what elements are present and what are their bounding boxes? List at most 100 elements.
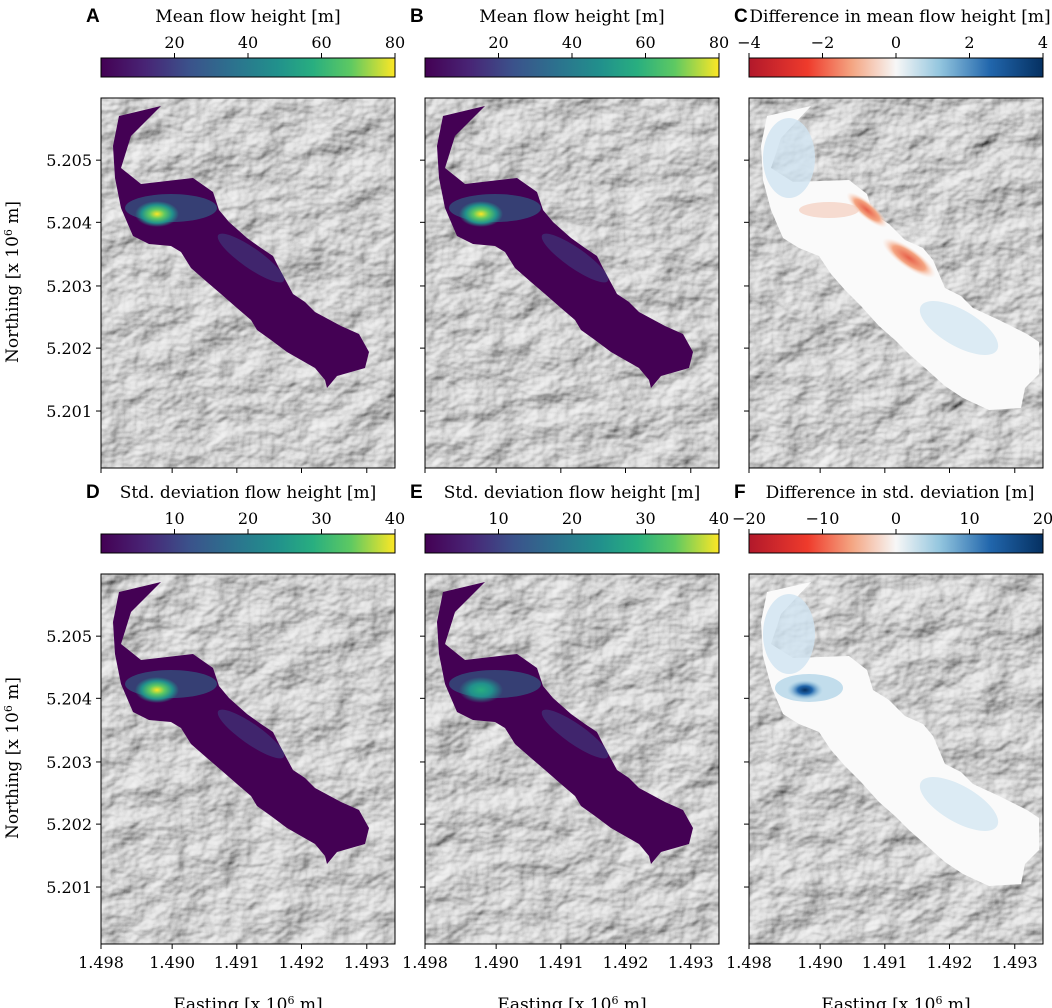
x-tick-label: 1.498 [726,953,772,972]
colorbar-tick-label: −4 [737,33,761,52]
colorbar-tick-label: −2 [811,33,835,52]
diff-area-positive [919,301,999,355]
colorbar-title: Std. deviation flow height [m] [120,483,377,503]
colorbar-tick-label: 30 [635,509,655,528]
flow-band [541,233,609,283]
flow-band [217,709,285,759]
panel-letter: B [410,6,424,27]
flow-hotspot [135,677,179,703]
x-tick-label: 1.491 [214,953,260,972]
colorbar [748,533,1044,554]
plot-area [749,574,1043,944]
colorbar-tick-label: 10 [164,509,184,528]
x-tick-label: 1.490 [149,953,195,972]
y-tick-label: 5.205 [46,151,92,170]
x-tick-label: 1.491 [538,953,584,972]
x-axis-label: Easting [x 106 m] [173,994,322,1008]
colorbar-tick-label: 80 [709,33,729,52]
x-tick-label: 1.498 [78,953,124,972]
colorbar-tick-label: −10 [806,509,840,528]
y-tick-label: 5.202 [46,339,92,358]
colorbar [748,57,1044,78]
y-tick-label: 5.202 [46,815,92,834]
diff-area-negative [882,237,936,279]
flow-band [541,709,609,759]
panel-letter: D [86,482,100,503]
colorbar-tick-label: 0 [891,33,901,52]
colorbar-tick-label: 20 [562,509,582,528]
flow-hotspot [459,677,503,703]
x-tick-label: 1.492 [279,953,325,972]
x-tick-label: 1.491 [862,953,908,972]
x-tick-label: 1.498 [402,953,448,972]
panel-b: B Mean flow height [m] 20 40 60 80 [410,6,729,473]
y-tick-label: 5.203 [46,277,92,296]
x-tick-label: 1.490 [473,953,519,972]
flow-overlay [437,106,693,388]
flow-overlay [761,106,1039,410]
colorbar [424,533,720,554]
diff-area-negative [846,192,888,228]
plot-area [425,98,719,468]
x-tick-label: 1.492 [927,953,973,972]
colorbar-tick-label: 80 [385,33,405,52]
diff-area-positive [763,594,815,674]
flow-band [217,233,285,283]
colorbar-tick-label: 40 [385,509,405,528]
colorbar-tick-label: 40 [562,33,582,52]
y-tick-label: 5.204 [46,689,92,708]
y-tick-label: 5.205 [46,627,92,646]
plot-area [101,574,395,944]
panel-letter: F [734,482,746,503]
axes-frame [100,97,396,469]
colorbar-title: Difference in mean flow height [m] [749,7,1050,27]
colorbar-tick-label: 20 [488,33,508,52]
panel-c: C Difference in mean flow height [m] −4 −2 0… [734,6,1051,473]
plot-area [749,98,1043,468]
x-tick-label: 1.493 [992,953,1038,972]
colorbar-tick-label: 30 [311,509,331,528]
x-axis-label: Easting [x 106 m] [821,994,970,1008]
colorbar-tick-label: 40 [238,33,258,52]
colorbar-tick-label: 60 [635,33,655,52]
flow-overlay [437,582,693,864]
panel-letter: E [410,482,423,503]
flow-overlay [761,582,1039,886]
colorbar-title: Mean flow height [m] [479,7,664,27]
colorbar-tick-label: 10 [959,509,979,528]
axes-frame [424,573,720,945]
colorbar-tick-label: 10 [488,509,508,528]
panel-e: E Std. deviation flow height [m] 10 20 30 40 1… [402,482,729,1008]
y-tick-label: 5.204 [46,213,92,232]
x-tick-label: 1.493 [668,953,714,972]
panel-letter: C [734,6,748,27]
y-axis-label: Northing [x 106 m] [2,677,24,839]
plot-area [425,574,719,944]
panel-f: F Difference in std. deviation [m]−20 −10 0… [726,482,1052,1008]
diff-hotspot [787,680,823,700]
panel-letter: A [86,6,100,27]
colorbar [100,533,396,554]
axes-frame [748,573,1044,945]
y-tick-label: 5.201 [46,878,92,897]
colorbar-title: Std. deviation flow height [m] [444,483,701,503]
flow-hotspot [459,201,503,227]
colorbar-tick-label: 20 [1033,509,1052,528]
x-tick-label: 1.492 [603,953,649,972]
colorbar-title: Difference in std. deviation [m] [766,483,1035,503]
y-tick-label: 5.201 [46,402,92,421]
colorbar-tick-label: 4 [1038,33,1048,52]
colorbar [100,57,396,78]
diff-area-negative [799,202,859,218]
y-axis-label: Northing [x 106 m] [2,201,24,363]
colorbar-tick-label: 40 [709,509,729,528]
y-tick-label: 5.203 [46,753,92,772]
flow-hotspot [135,201,179,227]
axes-frame [748,97,1044,469]
colorbar-tick-label: 60 [311,33,331,52]
colorbar-title: Mean flow height [m] [155,7,340,27]
x-axis-label: Easting [x 106 m] [497,994,646,1008]
colorbar-tick-label: −20 [732,509,766,528]
flow-overlay [113,106,369,388]
